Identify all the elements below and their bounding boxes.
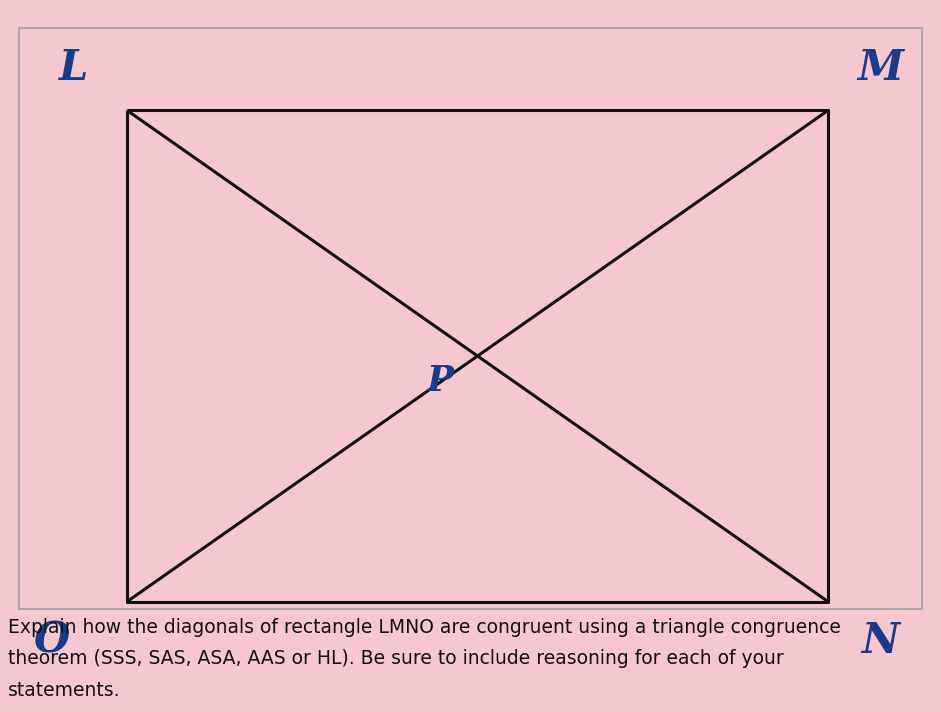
Ellipse shape (0, 286, 662, 712)
Ellipse shape (0, 6, 941, 712)
Ellipse shape (0, 326, 600, 712)
Ellipse shape (0, 446, 414, 712)
Text: statements.: statements. (8, 681, 120, 700)
Ellipse shape (0, 659, 83, 712)
Ellipse shape (0, 273, 683, 712)
Ellipse shape (0, 73, 941, 712)
Ellipse shape (0, 392, 497, 712)
Ellipse shape (0, 592, 186, 712)
Ellipse shape (0, 698, 21, 712)
Ellipse shape (0, 153, 869, 712)
Ellipse shape (0, 233, 745, 712)
Text: Explain how the diagonals of rectangle LMNO are congruent using a triangle congr: Explain how the diagonals of rectangle L… (8, 618, 840, 637)
Ellipse shape (0, 686, 41, 712)
Ellipse shape (0, 406, 476, 712)
Ellipse shape (0, 179, 828, 712)
Ellipse shape (0, 459, 393, 712)
Ellipse shape (0, 219, 766, 712)
Text: N: N (861, 620, 899, 661)
Ellipse shape (0, 513, 311, 712)
Ellipse shape (0, 193, 807, 712)
Ellipse shape (0, 166, 849, 712)
Ellipse shape (0, 472, 373, 712)
Ellipse shape (0, 645, 104, 712)
Ellipse shape (0, 33, 941, 712)
Ellipse shape (0, 259, 704, 712)
Ellipse shape (0, 525, 290, 712)
Ellipse shape (0, 299, 642, 712)
Ellipse shape (0, 60, 941, 712)
Ellipse shape (0, 313, 621, 712)
Ellipse shape (0, 553, 248, 712)
Ellipse shape (0, 352, 559, 712)
Ellipse shape (0, 339, 580, 712)
Ellipse shape (0, 419, 455, 712)
Ellipse shape (0, 246, 725, 712)
Ellipse shape (0, 605, 166, 712)
Ellipse shape (0, 366, 538, 712)
Ellipse shape (0, 112, 932, 712)
Ellipse shape (0, 632, 124, 712)
Ellipse shape (0, 579, 207, 712)
Ellipse shape (0, 100, 941, 712)
Text: O: O (34, 620, 70, 661)
Ellipse shape (0, 432, 435, 712)
Text: M: M (856, 47, 903, 88)
Ellipse shape (0, 499, 331, 712)
Ellipse shape (0, 46, 941, 712)
